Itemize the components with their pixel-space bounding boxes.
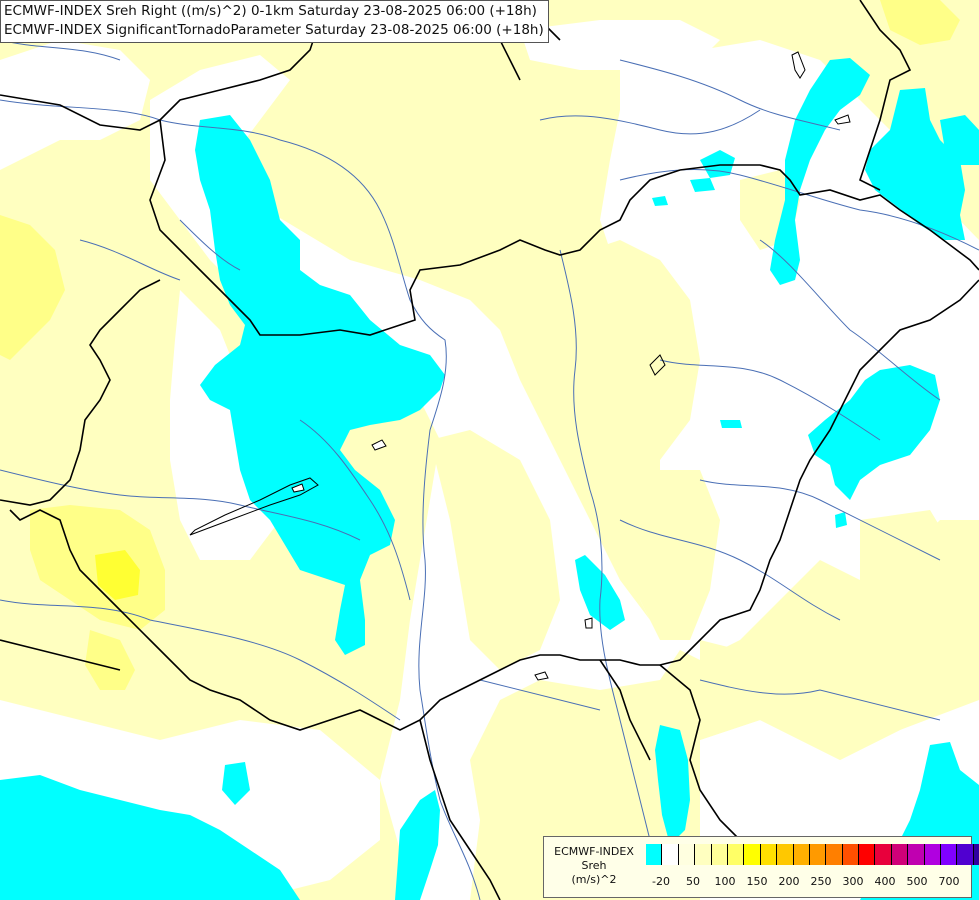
legend-swatch	[792, 844, 809, 865]
legend-swatch	[694, 844, 711, 865]
legend-swatch	[808, 844, 826, 865]
legend-tick-label: 400	[874, 875, 896, 888]
light-yellow-areas	[300, 40, 979, 760]
legend-swatches	[646, 844, 979, 866]
legend-tick-label: 200	[778, 875, 800, 888]
legend-tick-label: -20	[652, 875, 670, 888]
legend-swatch	[677, 844, 695, 865]
legend-swatch	[841, 844, 859, 865]
legend-swatch	[710, 844, 727, 865]
legend-ticks: -20 50 100 150 200 250 300 400 500 700	[646, 875, 966, 889]
legend-swatch	[825, 844, 842, 865]
lakes	[189, 51, 851, 681]
legend-swatch	[956, 844, 973, 865]
legend-label: ECMWF-INDEX Sreh (m/s)^2	[544, 845, 644, 887]
legend-swatch	[646, 844, 662, 865]
legend-tick-label: 100	[714, 875, 736, 888]
legend-swatch	[661, 844, 678, 865]
legend-swatch	[890, 844, 908, 865]
legend-unit: (m/s)^2	[571, 873, 617, 886]
cyan-areas	[0, 58, 979, 900]
legend-swatch	[907, 844, 924, 865]
legend-tick-label: 150	[746, 875, 768, 888]
legend-param: Sreh	[581, 859, 607, 872]
legend-swatch	[940, 844, 957, 865]
legend-swatch	[776, 844, 793, 865]
legend-swatch	[726, 844, 744, 865]
color-legend: ECMWF-INDEX Sreh (m/s)^2 -20 50 100 150 200 2…	[543, 836, 979, 898]
legend-tick-label: 300	[842, 875, 864, 888]
legend-tick-label: 250	[810, 875, 832, 888]
bright-yellow-area	[95, 550, 140, 600]
rivers	[0, 39, 979, 900]
title-line-1: ECMWF-INDEX Sreh Right ((m/s)^2) 0-1km S…	[4, 3, 537, 19]
legend-swatch	[923, 844, 941, 865]
legend-tick-label: 500	[906, 875, 928, 888]
legend-swatch	[759, 844, 777, 865]
legend-swatch	[743, 844, 760, 865]
legend-tick-label: 700	[938, 875, 960, 888]
map-title: ECMWF-INDEX Sreh Right ((m/s)^2) 0-1km S…	[0, 0, 549, 43]
legend-swatch	[972, 844, 979, 865]
legend-swatch	[858, 844, 875, 865]
legend-swatch	[874, 844, 891, 865]
legend-tick-label: 50	[686, 875, 700, 888]
legend-source: ECMWF-INDEX	[554, 845, 634, 858]
title-line-2: ECMWF-INDEX SignificantTornadoParameter …	[4, 22, 544, 38]
